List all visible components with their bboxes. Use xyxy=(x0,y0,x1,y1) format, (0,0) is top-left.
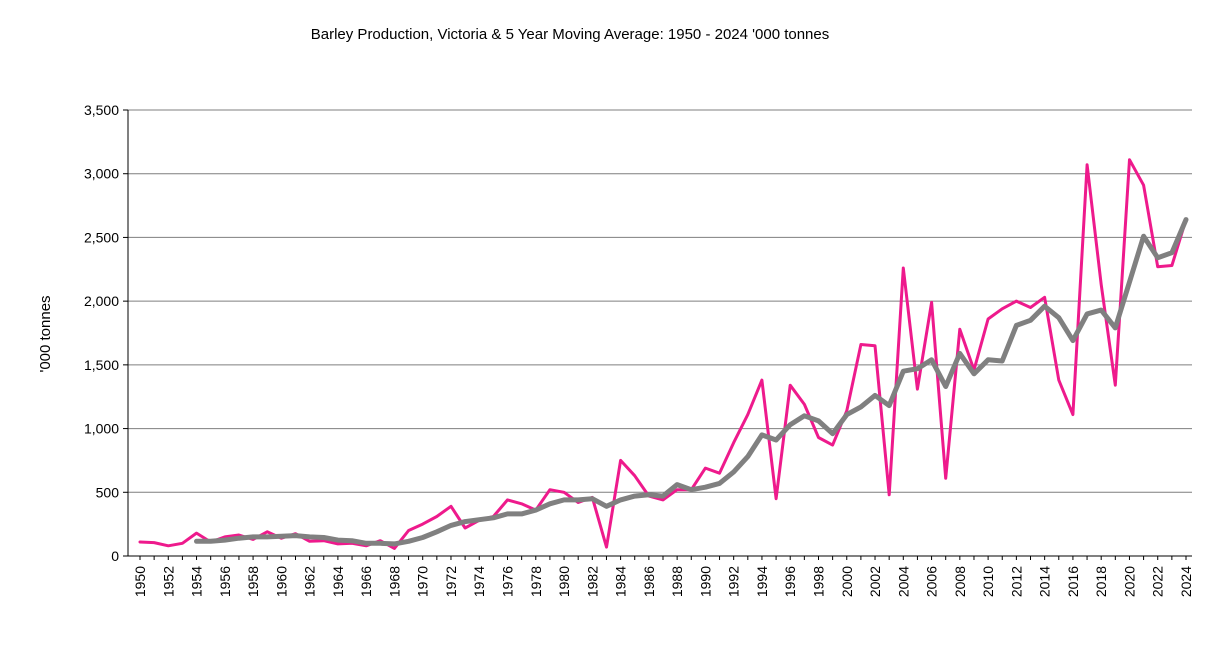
x-tick-label: 1980 xyxy=(556,566,572,597)
x-tick-label: 2014 xyxy=(1037,566,1053,597)
grid-lines xyxy=(128,109,1192,493)
x-tick-label: 1966 xyxy=(358,566,374,597)
x-tick-label: 2004 xyxy=(895,566,911,597)
x-tick-label: 2018 xyxy=(1093,566,1109,597)
x-tick-label: 1952 xyxy=(160,566,176,597)
x-tick-label: 1950 xyxy=(132,566,148,597)
x-tick-label: 1990 xyxy=(697,566,713,597)
y-tick-label: 3,000 xyxy=(84,166,119,182)
x-tick-label: 1962 xyxy=(302,566,318,597)
x-tick-label: 1996 xyxy=(782,566,798,597)
series-lines xyxy=(138,158,1189,550)
y-tick-label: 500 xyxy=(96,484,120,500)
x-tick-label: 1970 xyxy=(415,566,431,597)
x-tick-labels: 1950 1952 1954 1956 1958 1960 1962 1964 1966 1968… xyxy=(132,566,1194,597)
axes xyxy=(123,109,1192,560)
x-tick-label: 1956 xyxy=(217,566,233,597)
y-tick-label: 1,500 xyxy=(84,357,119,373)
x-tick-label: 2012 xyxy=(1008,566,1024,597)
x-tick-label: 1982 xyxy=(584,566,600,597)
x-tick-label: 1976 xyxy=(500,566,516,597)
y-tick-label: 1,000 xyxy=(84,421,119,437)
x-tick-label: 2020 xyxy=(1121,566,1137,597)
x-tick-label: 1974 xyxy=(471,566,487,597)
x-tick-label: 1984 xyxy=(613,566,629,597)
x-tick-label: 1978 xyxy=(528,566,544,597)
x-tick-label: 1994 xyxy=(754,566,770,597)
x-tick-label: 2010 xyxy=(980,566,996,597)
x-tick-label: 1992 xyxy=(726,566,742,597)
x-tick-label: 2008 xyxy=(952,566,968,597)
x-tick-label: 1988 xyxy=(669,566,685,597)
x-tick-label: 1954 xyxy=(189,566,205,597)
chart-title: Barley Production, Victoria & 5 Year Mov… xyxy=(310,26,830,43)
x-tick-label: 1968 xyxy=(386,566,402,597)
x-tick-label: 1964 xyxy=(330,566,346,597)
x-tick-label: 2002 xyxy=(867,566,883,597)
y-tick-label: 2,000 xyxy=(84,293,119,309)
x-tick-label: 1972 xyxy=(443,566,459,597)
x-tick-label: 2006 xyxy=(924,566,940,597)
x-tick-label: 2000 xyxy=(839,566,855,597)
x-tick-label: 1958 xyxy=(245,566,261,597)
y-tick-label: 0 xyxy=(111,548,119,564)
x-tick-label: 2024 xyxy=(1178,566,1194,597)
y-axis-label: '000 tonnes xyxy=(37,295,54,372)
y-tick-label: 3,500 xyxy=(84,102,119,118)
x-tick-label: 2022 xyxy=(1150,566,1166,597)
y-tick-label: 2,500 xyxy=(84,229,119,245)
series-line-production xyxy=(138,158,1188,550)
x-tick-label: 1998 xyxy=(810,566,826,597)
y-tick-labels: 0 500 1,000 1,500 2,000 2,500 3,000 3,500 xyxy=(84,102,119,564)
x-tick-label: 1986 xyxy=(641,566,657,597)
x-tick-label: 1960 xyxy=(273,566,289,597)
series-line-moving-average xyxy=(194,217,1189,547)
x-tick-label: 2016 xyxy=(1065,566,1081,597)
